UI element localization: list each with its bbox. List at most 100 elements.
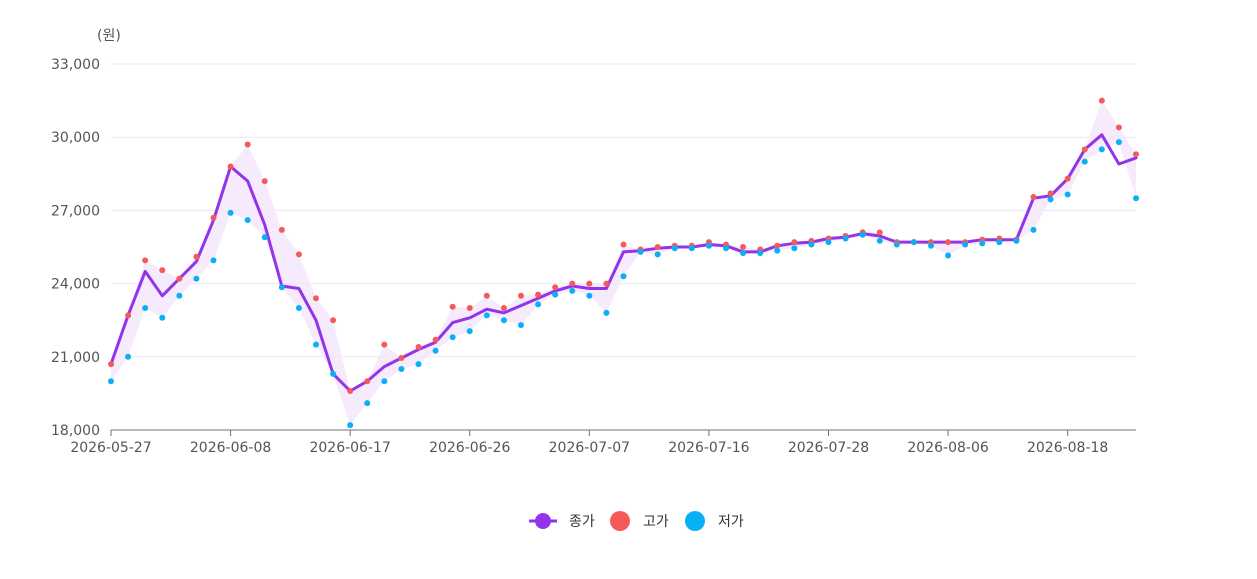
high-point[interactable] [1133,151,1139,158]
high-point[interactable] [1081,146,1088,153]
low-point[interactable] [466,328,473,335]
low-point[interactable] [500,317,507,324]
low-point[interactable] [586,292,593,299]
high-point[interactable] [108,361,114,368]
low-point[interactable] [535,301,542,308]
low-point[interactable] [740,250,747,257]
high-point[interactable] [142,257,149,264]
high-point[interactable] [1115,124,1122,131]
low-point[interactable] [688,245,695,252]
low-point[interactable] [876,237,883,244]
low-point[interactable] [295,305,302,311]
low-point[interactable] [1030,226,1037,233]
high-point[interactable] [347,387,354,394]
high-point[interactable] [535,291,542,298]
high-point[interactable] [876,229,883,236]
high-point[interactable] [466,305,473,311]
low-point[interactable] [449,334,456,341]
high-point[interactable] [313,295,319,302]
high-point[interactable] [415,344,422,351]
low-point[interactable] [996,239,1003,246]
low-point[interactable] [1115,139,1122,146]
low-point[interactable] [1081,158,1088,165]
low-point[interactable] [108,378,114,385]
low-point[interactable] [945,252,952,259]
low-point[interactable] [808,241,815,248]
high-point[interactable] [518,292,524,299]
low-point[interactable] [159,314,166,321]
low-point[interactable] [415,361,422,368]
legend-item-close[interactable]: 종가 [529,513,595,530]
high-point[interactable] [261,178,268,185]
high-point[interactable] [1064,175,1071,182]
high-point[interactable] [740,244,747,250]
high-point[interactable] [381,341,388,348]
high-point[interactable] [330,317,337,324]
low-point[interactable] [313,341,319,348]
low-point[interactable] [330,370,337,377]
high-point[interactable] [1030,193,1037,200]
low-point[interactable] [193,275,200,282]
high-point[interactable] [227,163,234,170]
low-point[interactable] [552,291,559,298]
high-point[interactable] [791,239,798,246]
low-point[interactable] [1047,196,1054,203]
low-point[interactable] [518,322,524,329]
low-point[interactable] [671,245,678,252]
high-point[interactable] [500,305,507,311]
low-point[interactable] [757,250,764,257]
low-point[interactable] [364,400,371,407]
low-point[interactable] [962,241,969,248]
low-point[interactable] [928,242,934,249]
high-point[interactable] [278,226,285,233]
low-point[interactable] [432,347,439,354]
low-point[interactable] [381,378,388,385]
low-point[interactable] [125,353,132,360]
low-point[interactable] [210,257,217,264]
high-point[interactable] [364,378,371,385]
high-point[interactable] [654,244,661,250]
high-point[interactable] [483,292,490,299]
low-point[interactable] [705,242,712,249]
low-point[interactable] [1064,191,1071,198]
high-point[interactable] [586,280,593,287]
low-point[interactable] [979,240,986,247]
high-point[interactable] [569,280,576,287]
low-point[interactable] [893,241,900,248]
high-point[interactable] [159,267,166,274]
high-point[interactable] [552,284,559,291]
low-point[interactable] [278,284,285,291]
legend-item-low[interactable]: 저가 [685,511,744,531]
low-point[interactable] [1013,237,1020,244]
low-point[interactable] [244,217,251,224]
low-point[interactable] [483,312,490,319]
high-point[interactable] [449,303,456,310]
high-point[interactable] [432,336,439,343]
low-point[interactable] [620,273,627,280]
low-point[interactable] [637,248,644,255]
high-point[interactable] [1098,97,1105,104]
high-point[interactable] [945,239,952,246]
high-point[interactable] [620,241,627,248]
high-point[interactable] [1047,190,1054,197]
low-point[interactable] [142,305,149,311]
low-point[interactable] [1133,195,1139,202]
low-point[interactable] [603,309,610,316]
high-point[interactable] [774,242,781,249]
high-point[interactable] [193,253,200,260]
high-point[interactable] [210,214,217,221]
high-point[interactable] [176,275,183,282]
low-point[interactable] [825,239,832,246]
low-point[interactable] [654,251,661,258]
low-point[interactable] [398,366,405,372]
high-point[interactable] [125,312,132,319]
low-point[interactable] [791,245,798,252]
legend-item-high[interactable]: 고가 [610,511,669,531]
low-point[interactable] [347,422,354,429]
low-point[interactable] [227,209,234,216]
high-point[interactable] [244,141,251,148]
high-point[interactable] [295,251,302,258]
low-point[interactable] [569,287,576,294]
low-point[interactable] [859,231,866,238]
high-point[interactable] [603,280,610,287]
